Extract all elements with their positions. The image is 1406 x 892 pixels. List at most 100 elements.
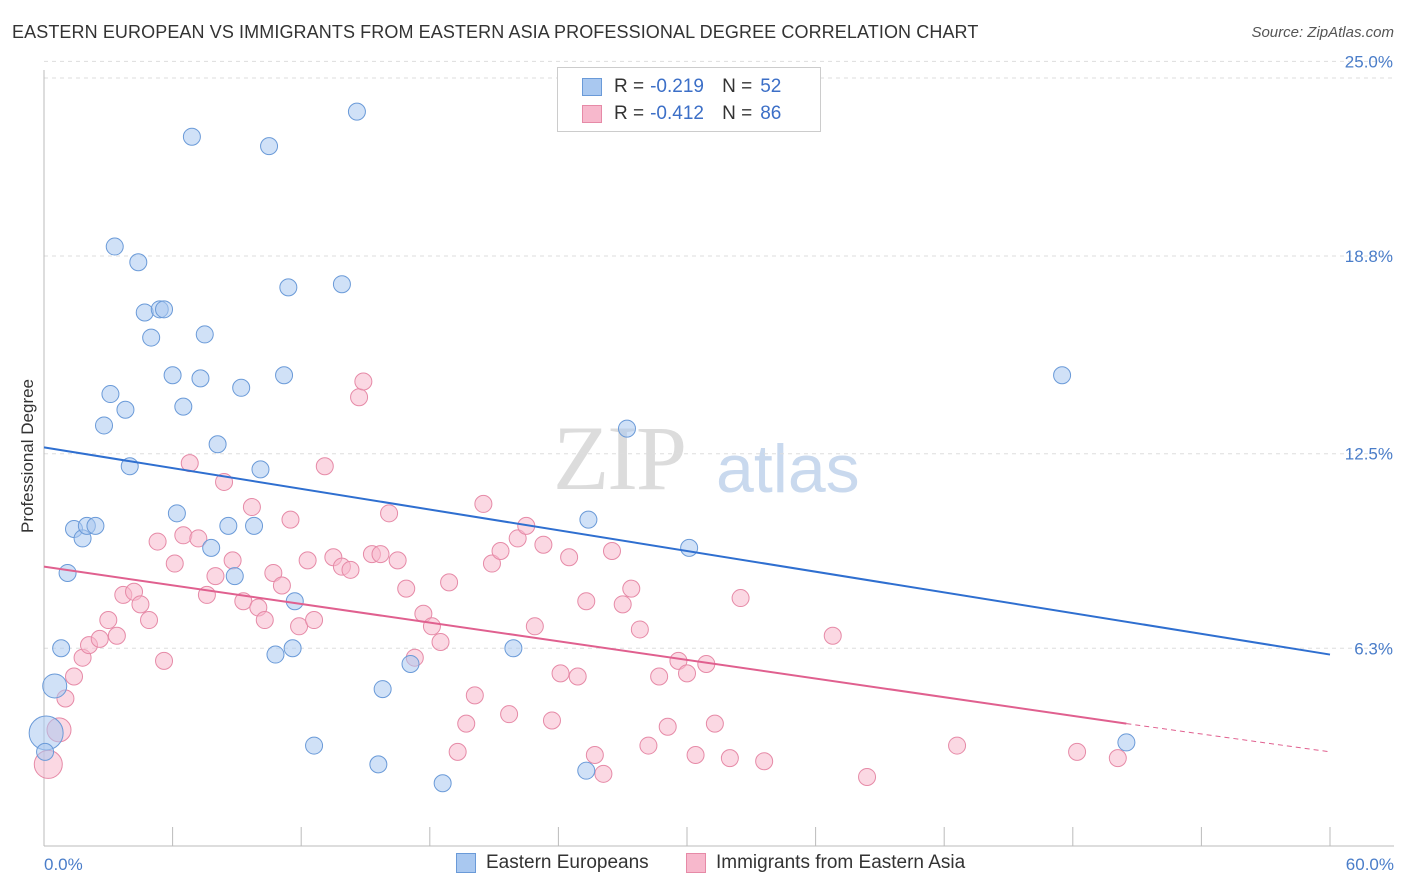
data-point-eastern-europeans: [347, 102, 366, 121]
y-tick-labels: 6.3% 12.5% 18.8% 25.0%: [1345, 52, 1393, 658]
data-point-immigrants: [755, 752, 774, 771]
data-point-eastern-europeans: [433, 774, 452, 793]
data-point-immigrants: [155, 651, 174, 670]
data-point-immigrants: [585, 745, 604, 764]
data-point-eastern-europeans: [155, 300, 174, 319]
data-point-immigrants: [315, 457, 334, 476]
data-point-immigrants: [264, 563, 283, 582]
data-point-immigrants: [568, 667, 587, 686]
data-point-immigrants: [440, 573, 459, 592]
data-point-immigrants: [107, 626, 126, 645]
y-axis-label: Professional Degree: [18, 379, 37, 533]
data-point-immigrants: [602, 541, 621, 560]
series-eastern-europeans-points: [28, 102, 1136, 793]
data-point-immigrants: [465, 686, 484, 705]
trend-lines: [43, 446, 1331, 753]
y-tick-label: 12.5%: [1345, 445, 1393, 464]
data-point-eastern-europeans: [373, 680, 392, 699]
data-point-eastern-europeans: [245, 516, 264, 535]
data-point-eastern-europeans: [208, 435, 227, 454]
legend-n-value: 86: [760, 103, 782, 124]
data-point-immigrants: [371, 545, 390, 564]
data-point-eastern-europeans: [86, 516, 105, 535]
data-point-immigrants: [448, 742, 467, 761]
data-point-immigrants: [705, 714, 724, 733]
grid-lines: [44, 60, 1394, 649]
data-point-eastern-europeans: [680, 538, 699, 557]
legend-item-immigrants[interactable]: Immigrants from Eastern Asia: [686, 852, 965, 874]
data-point-eastern-europeans: [42, 673, 68, 699]
watermark-atlas: atlas: [716, 431, 860, 507]
chart-title: EASTERN EUROPEAN VS IMMIGRANTS FROM EAST…: [12, 22, 979, 42]
data-point-immigrants: [290, 617, 309, 636]
correlation-legend: R = -0.219 N = 52 R = -0.412 N = 86: [557, 67, 821, 132]
legend-item-eastern-europeans[interactable]: Eastern Europeans: [456, 852, 649, 874]
data-point-eastern-europeans: [174, 397, 193, 416]
data-point-immigrants: [298, 551, 317, 570]
data-point-eastern-europeans: [129, 253, 148, 272]
data-point-eastern-europeans: [142, 328, 161, 347]
data-point-immigrants: [731, 589, 750, 608]
data-point-immigrants: [491, 541, 510, 560]
data-point-immigrants: [1108, 749, 1127, 768]
data-point-immigrants: [474, 494, 493, 513]
x-ticks: [43, 827, 1331, 846]
data-point-eastern-europeans: [52, 639, 71, 658]
legend-r-label: R =: [614, 103, 645, 124]
data-point-immigrants: [281, 510, 300, 529]
data-point-eastern-europeans: [279, 278, 298, 297]
y-tick-label: 6.3%: [1354, 639, 1393, 658]
legend-r-value: -0.412: [650, 103, 704, 124]
data-point-immigrants: [457, 714, 476, 733]
data-point-immigrants: [397, 579, 416, 598]
data-point-eastern-europeans: [232, 378, 251, 397]
data-point-immigrants: [551, 664, 570, 683]
data-point-immigrants: [639, 736, 658, 755]
data-point-immigrants: [678, 664, 696, 683]
data-point-eastern-europeans: [504, 639, 523, 658]
data-point-immigrants: [948, 736, 967, 755]
data-point-immigrants: [1068, 742, 1087, 761]
legend-swatch-pink: [686, 853, 706, 873]
data-point-eastern-europeans: [401, 654, 420, 673]
data-point-immigrants: [90, 629, 109, 648]
legend-label: Immigrants from Eastern Asia: [716, 852, 966, 873]
legend-n-label: N =: [722, 76, 753, 97]
legend-r-label: R =: [614, 76, 645, 97]
legend-row-eastern-europeans: R = -0.219 N = 52: [582, 74, 781, 100]
data-point-eastern-europeans: [163, 366, 182, 385]
data-point-immigrants: [242, 498, 261, 517]
data-point-eastern-europeans: [116, 400, 135, 419]
data-point-eastern-europeans: [260, 137, 279, 156]
data-point-immigrants: [189, 529, 208, 548]
data-point-immigrants: [255, 611, 274, 630]
data-point-immigrants: [174, 526, 193, 545]
data-point-immigrants: [206, 567, 225, 586]
data-point-immigrants: [341, 560, 360, 579]
data-point-immigrants: [560, 548, 579, 567]
data-point-eastern-europeans: [167, 504, 186, 523]
data-point-immigrants: [577, 592, 596, 611]
data-point-immigrants: [823, 626, 842, 645]
data-point-eastern-europeans: [617, 419, 636, 438]
data-point-immigrants: [686, 745, 705, 764]
data-point-immigrants: [613, 595, 632, 614]
data-point-immigrants: [500, 705, 519, 724]
data-point-eastern-europeans: [195, 325, 214, 344]
data-point-immigrants: [508, 529, 527, 548]
legend-n-label: N =: [722, 103, 753, 124]
legend-label: Eastern Europeans: [486, 852, 649, 873]
data-point-immigrants: [650, 667, 669, 686]
data-point-immigrants: [422, 617, 441, 636]
data-point-eastern-europeans: [182, 127, 201, 146]
data-point-eastern-europeans: [275, 366, 294, 385]
data-point-eastern-europeans: [135, 303, 154, 322]
data-point-eastern-europeans: [577, 761, 596, 780]
data-point-immigrants: [380, 504, 399, 523]
data-point-immigrants: [305, 611, 324, 630]
data-point-immigrants: [542, 711, 561, 730]
data-point-immigrants: [140, 611, 159, 630]
data-point-eastern-europeans: [191, 369, 210, 388]
data-point-immigrants: [858, 767, 877, 786]
